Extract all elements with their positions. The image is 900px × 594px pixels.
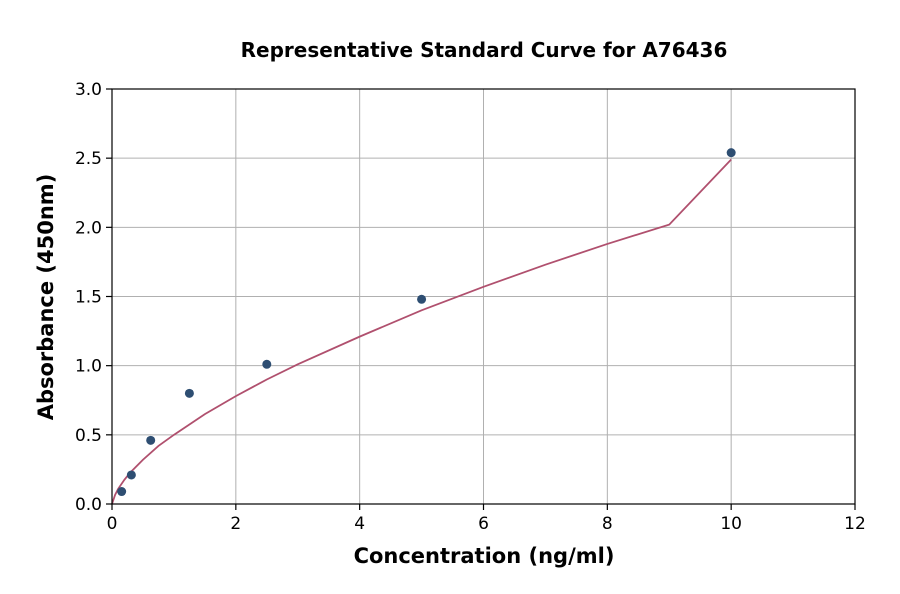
y-tick-label: 2.0	[75, 218, 102, 238]
y-tick-label: 1.5	[75, 288, 102, 308]
x-tick-label: 12	[844, 514, 866, 534]
data-point	[262, 359, 272, 369]
fit-curve-layer	[111, 158, 732, 505]
y-axis-label: Absorbance (450nm)	[34, 174, 58, 421]
x-tick-label: 2	[230, 514, 241, 534]
x-tick-label: 6	[478, 514, 489, 534]
fit-curve	[111, 158, 732, 505]
y-tick-label: 3.0	[75, 80, 102, 100]
data-point	[126, 470, 136, 480]
x-tick-label: 4	[354, 514, 365, 534]
x-tick-label: 8	[602, 514, 613, 534]
y-tick-label: 2.5	[75, 149, 102, 169]
chart-title: Representative Standard Curve for A76436	[241, 38, 728, 62]
x-axis-label: Concentration (ng/ml)	[354, 544, 615, 568]
data-point	[117, 487, 127, 497]
y-tick-label: 0.0	[75, 495, 102, 515]
x-tick-label: 0	[107, 514, 118, 534]
data-point	[184, 388, 194, 398]
x-tick-label: 10	[720, 514, 742, 534]
x-axis-ticks: 0 2 4 6 8 10 12	[107, 504, 866, 534]
y-axis-ticks: 0.0 0.5 1.0 1.5 2.0 2.5 3.0	[75, 80, 112, 515]
y-tick-label: 1.0	[75, 357, 102, 377]
grid-lines	[112, 89, 855, 504]
data-point	[146, 435, 156, 445]
y-tick-label: 0.5	[75, 426, 102, 446]
data-points	[117, 148, 736, 497]
data-point	[726, 148, 736, 158]
data-point	[417, 294, 427, 304]
